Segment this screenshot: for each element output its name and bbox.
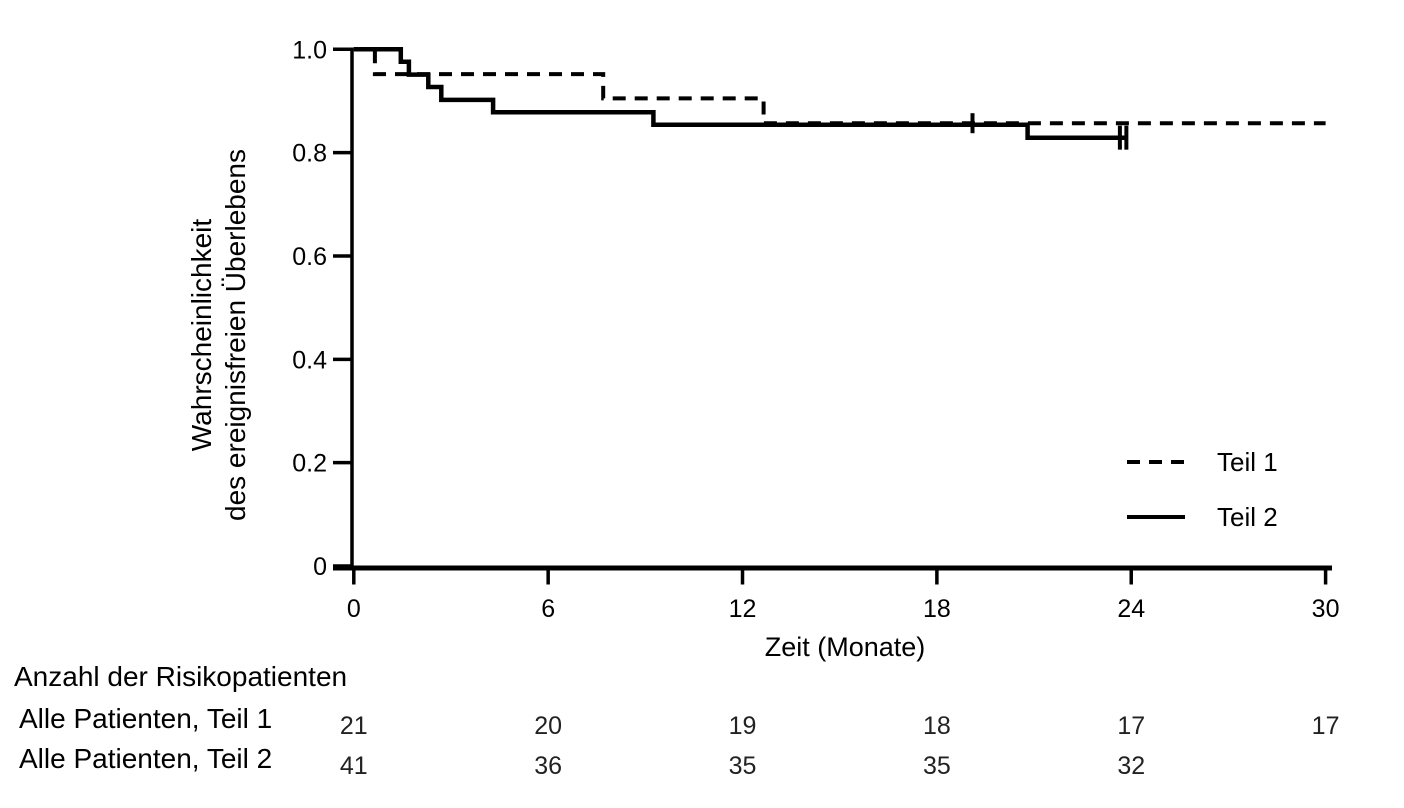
teil-1-curve	[353, 47, 1326, 126]
teil-2-curve	[353, 47, 1128, 140]
risk-count: 18	[922, 712, 951, 740]
risk-count: 17	[1117, 712, 1146, 740]
risk-count: 20	[534, 712, 563, 740]
risk-count: 17	[1311, 712, 1340, 740]
y-tick-label: 0.6	[292, 243, 327, 271]
x-tick-label: 12	[729, 595, 757, 623]
x-tick-label: 18	[923, 595, 951, 623]
risk-count: 35	[728, 752, 757, 780]
risk-count: 41	[339, 752, 368, 780]
dashed-line-sample-icon	[1127, 460, 1185, 464]
y-tick-label: 0	[313, 553, 327, 581]
y-tick-label: 0.8	[292, 140, 327, 168]
risk-count: 19	[728, 712, 757, 740]
risk-row-label-teil-2: Alle Patienten, Teil 2	[19, 743, 273, 774]
x-tick-label: 6	[541, 595, 555, 623]
y-axis-title-line2: des ereignisfreien Überlebens	[220, 149, 251, 521]
y-tick-label: 0.4	[292, 346, 327, 374]
y-tick-label: 1.0	[292, 36, 327, 64]
risk-count: 35	[922, 752, 951, 780]
y-axis-title-line1: Wahrscheinlichkeit	[186, 218, 217, 452]
x-tick-label: 0	[347, 595, 361, 623]
x-tick-label: 30	[1312, 595, 1340, 623]
risk-count: 21	[339, 712, 368, 740]
risk-table-title: Anzahl der Risikopatienten	[14, 661, 348, 692]
x-axis-title: Zeit (Monate)	[764, 632, 926, 662]
risk-count: 36	[534, 752, 563, 780]
x-tick-label: 24	[1117, 595, 1145, 623]
risk-row-label-teil-1: Alle Patienten, Teil 1	[19, 703, 273, 734]
y-axis-title: Wahrscheinlichkeit des ereignisfreien Üb…	[185, 114, 253, 556]
legend-item-teil-2: Teil 2	[1127, 502, 1278, 532]
y-tick-label: 0.2	[292, 450, 327, 478]
solid-line-sample-icon	[1127, 515, 1185, 519]
risk-count: 32	[1117, 752, 1146, 780]
legend-label-teil-1: Teil 1	[1217, 446, 1278, 477]
legend-item-teil-1: Teil 1	[1127, 447, 1278, 477]
legend-label-teil-2: Teil 2	[1217, 501, 1278, 532]
